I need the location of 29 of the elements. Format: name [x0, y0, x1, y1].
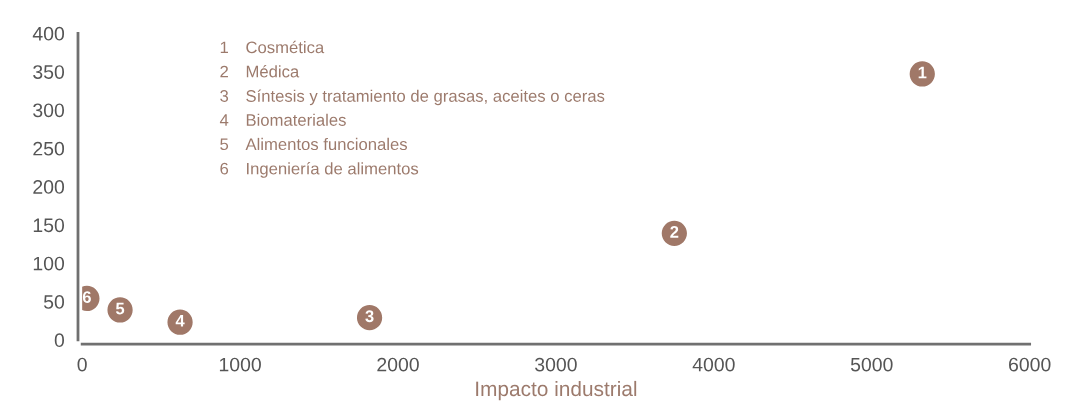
x-tick-label: 3000 — [535, 357, 577, 372]
y-tick-label: 50 — [43, 295, 65, 309]
y-tick-label: 150 — [33, 218, 65, 233]
y-tick-label: 350 — [33, 65, 65, 79]
y-tick-label: 0 — [54, 333, 65, 348]
x-tick-label: 2000 — [377, 357, 419, 372]
y-tick-label: 300 — [33, 103, 65, 118]
annotation: 4 — [175, 315, 185, 327]
annotation: 2 Médica — [220, 65, 300, 78]
annotation: 5 Alimentos funcionales — [220, 137, 408, 151]
x-tick-label: 4000 — [692, 357, 735, 372]
annotation: 1 — [918, 66, 927, 79]
annotation: 1 Cosmética — [220, 40, 325, 54]
y-tick-label: 200 — [33, 180, 65, 194]
y-tick-label: 250 — [33, 141, 65, 156]
x-tick-label: 0 — [77, 357, 87, 372]
annotation: 3 Síntesis y tratamiento de grasas, aceites o ceras — [220, 89, 605, 106]
y-tick-label: 100 — [33, 256, 65, 271]
annotation: 6 Ingeniería de alimentos — [220, 162, 419, 178]
y-tick-label: 400 — [32, 26, 65, 41]
annotation: 6 — [82, 291, 91, 303]
annotation: 5 — [115, 302, 125, 315]
x-tick-label: 6000 — [1009, 357, 1051, 372]
annotation: 2 — [670, 226, 679, 238]
x-tick-label: 1000 — [219, 357, 261, 372]
x-axis-title: Impacto industrial — [476, 380, 637, 401]
annotation: 3 — [365, 310, 374, 323]
x-tick-label: 5000 — [850, 357, 893, 372]
annotation: 4 Biomateriales — [219, 113, 346, 126]
